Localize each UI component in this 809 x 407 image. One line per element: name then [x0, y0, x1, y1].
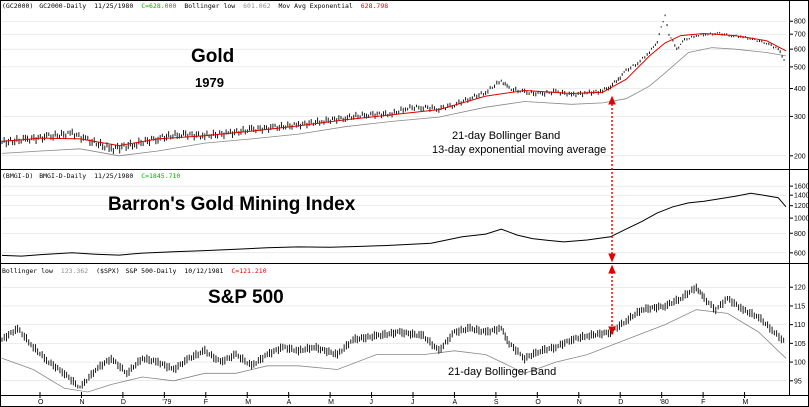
y-tick-label-sp500-0: 120 — [794, 285, 806, 292]
x-tick-label-2: D — [121, 399, 126, 406]
x-tick-label-16: F — [701, 399, 705, 406]
gold-header-close: C=628.000 — [141, 2, 176, 10]
y-tick-label-gold-3: 500 — [794, 64, 806, 71]
gold-header-ma-value: 628.798 — [361, 2, 388, 10]
x-tick-label-14: D — [618, 399, 623, 406]
y-tick-label-mining-5: 600 — [794, 250, 806, 257]
y-tick-label-gold-0: 800 — [794, 19, 806, 26]
x-tick-label-17: M — [743, 399, 749, 406]
x-tick-label-4: F — [204, 399, 208, 406]
y-tick-label-sp500-1: 115 — [794, 303, 805, 310]
x-tick-label-15: '80 — [660, 399, 669, 406]
y-tick-label-mining-0: 1600 — [794, 184, 809, 191]
mining-header-series: BMGI-D-Daily — [39, 172, 86, 180]
x-tick-label-1: N — [79, 399, 84, 406]
x-tick-label-7: M — [328, 399, 334, 406]
x-tick-label-8: J — [370, 399, 374, 406]
y-tick-label-sp500-3: 105 — [794, 341, 806, 348]
x-tick-label-0: O — [38, 399, 44, 406]
y-tick-label-mining-4: 800 — [794, 231, 806, 238]
gold-annotation-bollinger: 21-day Bollinger Band — [452, 130, 560, 142]
y-tick-label-sp500-4: 100 — [794, 360, 806, 367]
y-tick-label-gold-4: 400 — [794, 86, 806, 93]
x-tick-label-3: '79 — [162, 399, 171, 406]
gold-header-date: 11/25/1980 — [94, 2, 133, 10]
sp-title: S&P 500 — [208, 287, 284, 308]
y-tick-label-gold-5: 300 — [794, 114, 806, 121]
x-tick-label-10: A — [452, 399, 457, 406]
y-tick-label-mining-2: 1200 — [794, 203, 809, 210]
x-tick-label-9: J — [411, 399, 415, 406]
x-tick-label-6: A — [287, 399, 292, 406]
arrow-head-up-1 — [608, 95, 616, 105]
gold-title: Gold — [191, 46, 234, 67]
mining-title: Barron's Gold Mining Index — [108, 194, 356, 215]
sp-header: Bollinger low 123.362 ($SPX) S&P 500-Dai… — [2, 267, 267, 275]
mining-header: (BMGI-D) BMGI-D-Daily 11/25/1980 C=1845.… — [2, 172, 180, 180]
gold-header-symbol: (GC2000) — [2, 2, 33, 10]
x-tick-label-5: M — [245, 399, 251, 406]
sp-header-date: 10/12/1981 — [184, 267, 223, 275]
gold-moving-average-line — [1, 32, 787, 147]
gold-bollinger-line — [1, 47, 787, 157]
gold-header-boll-label: Bollinger low — [184, 2, 235, 10]
gold-header-ma-label: Mov Avg Exponential — [278, 2, 352, 10]
x-tick-label-13: N — [577, 399, 582, 406]
mining-header-date: 11/25/1980 — [94, 172, 133, 180]
gold-header: (GC2000) GC2000-Daily 11/25/1980 C=628.0… — [2, 2, 388, 10]
sp-header-symbol: ($SPX) — [96, 267, 119, 275]
sp-annotation-bollinger: 21-day Bollinger Band — [448, 366, 556, 378]
gold-header-series: GC2000-Daily — [39, 2, 86, 10]
sp500-bollinger-line — [1, 309, 787, 393]
alignment-arrows — [608, 95, 616, 336]
arrow-head-up-2 — [608, 264, 616, 274]
arrow-head-down-1 — [608, 253, 616, 263]
gold-header-boll-value: 601.062 — [243, 2, 270, 10]
sp-header-close: C=121.210 — [231, 267, 266, 275]
y-tick-label-gold-2: 600 — [794, 47, 806, 54]
y-tick-label-mining-3: 1000 — [794, 216, 809, 223]
y-tick-label-mining-1: 1400 — [794, 193, 809, 200]
y-tick-label-gold-6: 200 — [794, 153, 806, 160]
gold-annotation-ema: 13-day exponential moving average — [432, 144, 606, 156]
x-tick-label-11: S — [494, 399, 499, 406]
y-tick-label-gold-1: 700 — [794, 32, 806, 39]
mining-header-symbol: (BMGI-D) — [2, 172, 33, 180]
grid-layer — [2, 20, 786, 382]
x-tick-label-12: O — [535, 399, 541, 406]
sp-header-boll-label: Bollinger low — [2, 267, 53, 275]
y-tick-label-sp500-5: 95 — [794, 378, 802, 385]
mining-header-close: C=1845.710 — [141, 172, 180, 180]
sp-header-boll-value: 123.362 — [61, 267, 88, 275]
mining-price-line — [1, 192, 787, 257]
sp-header-series: S&P 500-Daily — [126, 267, 177, 275]
series-layer — [1, 14, 787, 393]
arrow-head-down-2 — [608, 326, 616, 336]
tick-layer: 800 700 600 500 400 300 200 1600 1400 1200 1000 800… — [38, 19, 809, 406]
gold-subtitle: 1979 — [195, 75, 224, 90]
y-tick-label-sp500-2: 110 — [794, 322, 805, 329]
